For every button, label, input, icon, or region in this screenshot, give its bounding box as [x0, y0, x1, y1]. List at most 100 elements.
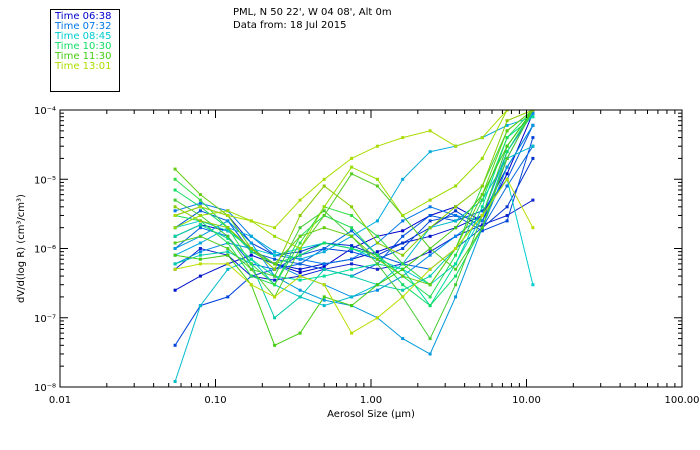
- data-point: [480, 226, 484, 230]
- data-point: [226, 241, 230, 245]
- data-point: [173, 241, 177, 245]
- data-point: [249, 253, 253, 257]
- data-point: [350, 304, 354, 308]
- data-point: [350, 274, 354, 278]
- series-layer: [173, 110, 535, 383]
- data-point: [350, 205, 354, 209]
- data-point: [428, 205, 432, 209]
- data-point: [428, 247, 432, 250]
- data-point: [198, 257, 202, 261]
- data-point: [401, 241, 405, 245]
- data-point: [428, 198, 432, 202]
- data-point: [454, 267, 458, 271]
- data-point: [298, 278, 302, 282]
- data-point: [198, 205, 202, 209]
- series-24: [173, 110, 535, 230]
- data-point: [322, 295, 326, 299]
- data-point: [375, 316, 379, 320]
- data-point: [322, 250, 326, 254]
- data-point: [198, 241, 202, 245]
- data-point: [322, 283, 326, 287]
- data-point: [454, 226, 458, 230]
- chart-header: PML, N 50 22', W 04 08', Alt 0m Data fro…: [233, 6, 392, 32]
- data-point: [198, 234, 202, 238]
- legend-item: Time 11:30: [55, 51, 112, 62]
- data-point: [350, 165, 354, 169]
- data-point: [505, 123, 509, 127]
- data-point: [428, 295, 432, 299]
- data-point: [428, 253, 432, 257]
- data-point: [322, 209, 326, 213]
- data-point: [322, 298, 326, 302]
- data-point: [375, 234, 379, 238]
- series-18: [173, 110, 535, 341]
- data-point: [401, 295, 405, 299]
- data-point: [480, 205, 484, 209]
- data-point: [298, 253, 302, 257]
- y-axis-label: dV/d(log R) (cm³/cm³): [16, 194, 27, 303]
- data-point: [273, 234, 277, 238]
- data-point: [480, 214, 484, 217]
- data-point: [454, 247, 458, 250]
- data-point: [350, 295, 354, 299]
- date-text: Data from: 18 Jul 2015: [233, 20, 347, 31]
- data-point: [198, 226, 202, 230]
- data-point: [226, 295, 230, 299]
- data-point: [198, 304, 202, 308]
- data-point: [505, 172, 509, 176]
- data-point: [273, 274, 277, 278]
- data-point: [350, 262, 354, 266]
- data-point: [505, 219, 509, 223]
- data-point: [350, 172, 354, 176]
- data-point: [173, 226, 177, 230]
- data-point: [273, 226, 277, 230]
- data-point: [249, 267, 253, 271]
- data-point: [350, 226, 354, 230]
- data-point: [428, 214, 432, 217]
- legend-item: Time 10:30: [55, 41, 112, 52]
- series-line: [174, 110, 534, 265]
- data-point: [401, 229, 405, 233]
- data-point: [350, 156, 354, 160]
- data-point: [531, 226, 535, 230]
- data-point: [322, 265, 326, 268]
- y-tick-label: 10⁻⁵: [34, 175, 56, 186]
- data-point: [401, 214, 405, 217]
- data-point: [322, 262, 326, 266]
- data-point: [428, 129, 432, 133]
- data-point: [454, 214, 458, 217]
- y-tick-label: 10⁻⁸: [34, 383, 56, 394]
- data-point: [198, 201, 202, 205]
- data-point: [428, 234, 432, 238]
- data-point: [454, 184, 458, 188]
- x-tick-label: 0.01: [49, 395, 71, 406]
- data-point: [375, 219, 379, 223]
- data-point: [454, 274, 458, 278]
- data-point: [322, 267, 326, 271]
- data-point: [249, 219, 253, 223]
- data-point: [454, 234, 458, 238]
- data-point: [531, 198, 535, 202]
- data-point: [505, 110, 509, 112]
- data-point: [350, 257, 354, 261]
- data-point: [198, 253, 202, 257]
- data-point: [350, 247, 354, 250]
- data-point: [226, 236, 230, 240]
- x-axis-label: Aerosol Size (μm): [327, 409, 415, 420]
- data-point: [375, 288, 379, 292]
- data-point: [298, 267, 302, 271]
- data-point: [173, 188, 177, 192]
- data-point: [298, 247, 302, 250]
- data-point: [428, 283, 432, 287]
- data-point: [198, 274, 202, 278]
- legend-item: Time 07:32: [55, 21, 112, 32]
- data-point: [375, 262, 379, 266]
- data-point: [298, 226, 302, 230]
- data-point: [505, 129, 509, 133]
- data-point: [350, 250, 354, 254]
- data-point: [322, 177, 326, 181]
- data-point: [198, 214, 202, 217]
- x-tick-label: 100.00: [665, 395, 700, 406]
- data-point: [322, 205, 326, 209]
- data-point: [226, 229, 230, 233]
